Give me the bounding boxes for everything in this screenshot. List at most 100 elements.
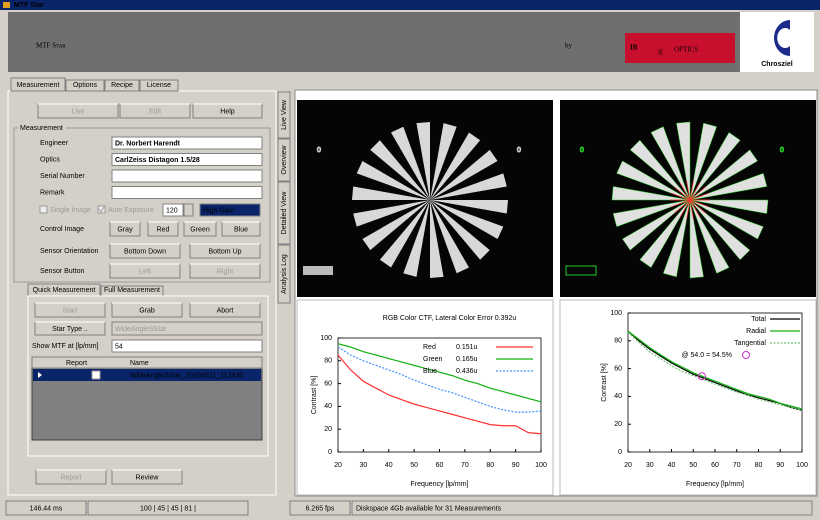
spinner[interactable] bbox=[183, 203, 194, 217]
image-spot bbox=[565, 265, 597, 276]
button-label: Bottom Down bbox=[124, 248, 166, 255]
checkbox[interactable] bbox=[91, 370, 101, 380]
legend-marker bbox=[742, 351, 750, 359]
series-line bbox=[337, 346, 542, 413]
row-label: Control Image bbox=[40, 226, 84, 233]
y-tick-label: 60 bbox=[324, 380, 332, 387]
button-label: Blue bbox=[234, 226, 248, 233]
row-label: Sensor Button bbox=[40, 268, 84, 275]
input-field[interactable] bbox=[111, 321, 263, 336]
x-tick-label: 80 bbox=[755, 462, 763, 469]
tab[interactable] bbox=[139, 79, 179, 92]
legend-value: 0.165u bbox=[456, 356, 478, 363]
y-axis-label: Contrast [%] bbox=[311, 376, 318, 415]
input-field[interactable] bbox=[162, 203, 184, 217]
checkbox[interactable] bbox=[39, 205, 48, 214]
star-spoke bbox=[430, 200, 508, 214]
star-spoke bbox=[689, 122, 718, 201]
star-spoke bbox=[379, 200, 430, 268]
row-label: Sensor Orientation bbox=[40, 248, 98, 255]
button-label: Help bbox=[220, 108, 235, 115]
x-axis-label: Frequency [lp/mm] bbox=[686, 481, 744, 488]
y-axis-label: Contrast [%] bbox=[601, 363, 608, 402]
checkbox[interactable] bbox=[97, 205, 106, 214]
tab[interactable] bbox=[104, 79, 140, 92]
image-spot bbox=[303, 266, 333, 275]
button-label: Live bbox=[72, 108, 85, 115]
button-label: Star Type .. bbox=[52, 326, 88, 333]
image-mark: 0 bbox=[517, 147, 521, 154]
status-cell bbox=[87, 500, 249, 516]
status-text: Diskspace 4Gb available for 31 Measureme… bbox=[356, 505, 502, 512]
button-label: Abort bbox=[217, 307, 234, 314]
star-spoke bbox=[662, 199, 691, 278]
input-value: 120 bbox=[166, 207, 178, 214]
status-text: 100 | 45 | 45 | 81 | bbox=[140, 505, 196, 512]
tab-label: Full Measurement bbox=[104, 287, 160, 294]
side-tab[interactable] bbox=[277, 138, 291, 182]
star-spoke bbox=[689, 199, 769, 214]
input-field[interactable] bbox=[111, 186, 263, 199]
chart-panel bbox=[296, 299, 554, 496]
window-icon bbox=[3, 2, 10, 8]
input-field[interactable] bbox=[111, 153, 263, 166]
side-tab[interactable] bbox=[277, 244, 291, 304]
legend-label: Green bbox=[423, 356, 443, 363]
y-tick-label: 0 bbox=[328, 449, 332, 456]
tab[interactable] bbox=[65, 79, 105, 92]
star-spoke bbox=[430, 200, 444, 278]
side-tab[interactable] bbox=[277, 91, 291, 139]
star-spoke bbox=[611, 186, 691, 201]
side-tab[interactable] bbox=[277, 181, 291, 245]
legend-label: Red bbox=[423, 344, 436, 351]
checkbox-label: Auto Exposure bbox=[108, 207, 154, 214]
star-spoke bbox=[689, 132, 741, 201]
star-axis bbox=[671, 192, 709, 208]
x-tick-label: 20 bbox=[624, 462, 632, 469]
check bbox=[98, 206, 105, 213]
ib-logo bbox=[625, 33, 735, 63]
status-cell bbox=[5, 500, 87, 516]
logo-ib: IB bbox=[630, 44, 638, 52]
x-tick-label: 90 bbox=[776, 462, 784, 469]
side-tab-label: Analysis Log bbox=[281, 254, 288, 294]
field-label: Remark bbox=[40, 189, 65, 196]
tab-label: Quick Measurement bbox=[33, 287, 96, 294]
star-spoke bbox=[352, 186, 430, 200]
legend-value: 0.436u bbox=[456, 368, 478, 375]
y-tick-label: 20 bbox=[614, 421, 622, 428]
star-spoke bbox=[616, 160, 691, 201]
star-spoke bbox=[430, 132, 481, 200]
input-field[interactable] bbox=[111, 136, 263, 150]
star-spoke bbox=[356, 161, 430, 200]
input-value: 54 bbox=[115, 343, 123, 350]
side-tab-label: Detailed View bbox=[281, 191, 288, 235]
field-label: Optics bbox=[40, 156, 60, 163]
legend-value: 0.151u bbox=[456, 344, 478, 351]
input-field[interactable] bbox=[111, 169, 263, 183]
y-tick-label: 100 bbox=[610, 310, 622, 317]
column-header: Name bbox=[130, 360, 149, 367]
tab[interactable] bbox=[10, 77, 66, 92]
table-row[interactable] bbox=[33, 369, 261, 381]
logo-e: /E bbox=[657, 49, 663, 57]
button-label: Left bbox=[139, 268, 151, 275]
star-spoke bbox=[430, 200, 490, 260]
tab-label: Measurement bbox=[17, 82, 60, 89]
status-cell bbox=[351, 500, 813, 516]
mtf-marker bbox=[697, 372, 706, 381]
button-label: Start bbox=[63, 307, 78, 314]
x-tick-label: 70 bbox=[461, 462, 469, 469]
x-tick-label: 60 bbox=[711, 462, 719, 469]
logo-chrosziel: Chrosziel bbox=[761, 61, 793, 68]
input-field[interactable] bbox=[111, 339, 263, 353]
input-field[interactable] bbox=[199, 203, 261, 217]
legend-label: Blue bbox=[423, 368, 437, 375]
x-tick-label: 50 bbox=[410, 462, 418, 469]
y-tick-label: 40 bbox=[324, 403, 332, 410]
star-spoke bbox=[639, 199, 691, 268]
input-value: CarlZeiss Distagon 1.5/28 bbox=[115, 157, 200, 164]
group-box bbox=[13, 127, 271, 283]
row-pointer bbox=[38, 372, 42, 378]
